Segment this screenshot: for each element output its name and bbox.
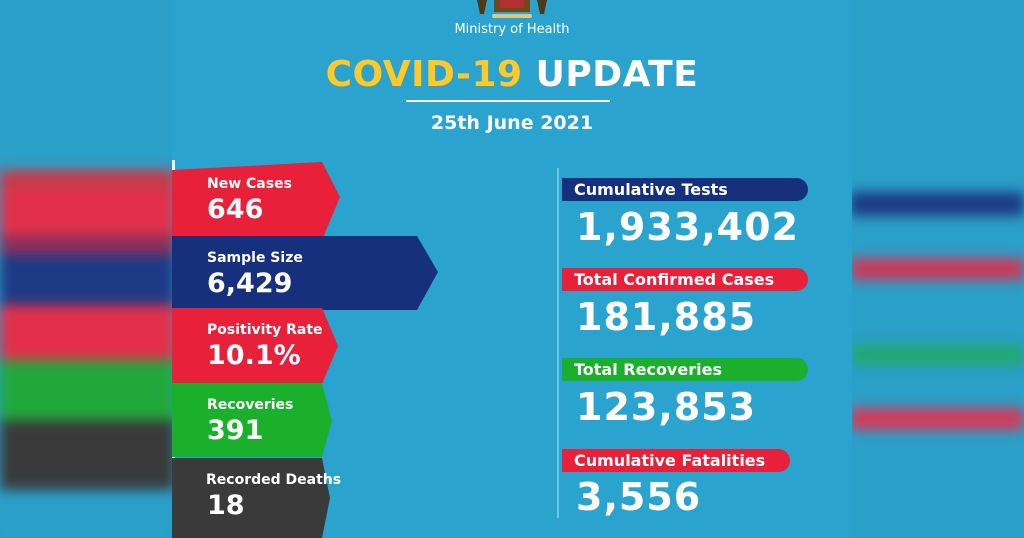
tile-new-cases: New Cases 646 (172, 162, 347, 240)
tile-value: 18 (207, 490, 245, 521)
tile-value: 646 (207, 194, 264, 225)
label-total-recoveries: Total Recoveries (562, 358, 808, 381)
label-cumulative-tests: Cumulative Tests (562, 178, 808, 201)
title-underline (406, 100, 610, 102)
page-title: COVID-19 UPDATE (172, 54, 852, 95)
update-date: 25th June 2021 (430, 112, 594, 134)
tile-sample-size: Sample Size 6,429 (172, 236, 442, 314)
tile-label: Positivity Rate (207, 322, 323, 338)
tile-label: Recorded Deaths (206, 472, 342, 488)
value-total-recoveries: 123,853 (576, 385, 757, 429)
title-covid: COVID-19 (325, 54, 523, 95)
label-total-confirmed-cases: Total Confirmed Cases (562, 268, 808, 291)
value-total-confirmed-cases: 181,885 (576, 295, 757, 339)
value-cumulative-fatalities: 3,556 (576, 475, 702, 519)
blurred-backdrop-left (0, 0, 175, 538)
value-cumulative-tests: 1,933,402 (576, 205, 799, 249)
tile-value: 391 (207, 415, 264, 446)
tile-label: Recoveries (207, 397, 294, 413)
tile-value: 10.1% (207, 340, 301, 371)
tile-label: Sample Size (207, 250, 303, 266)
tile-label: New Cases (207, 176, 292, 192)
tile-recoveries: Recoveries 391 (172, 383, 347, 461)
right-divider (557, 168, 559, 518)
tile-value: 6,429 (207, 268, 293, 299)
covid-update-poster: Ministry of Health COVID-19 UPDATE 25th … (172, 0, 852, 538)
ministry-name: Ministry of Health (454, 22, 570, 37)
blurred-backdrop-right (850, 0, 1024, 538)
label-cumulative-fatalities: Cumulative Fatalities (562, 449, 790, 472)
tile-positivity-rate: Positivity Rate 10.1% (172, 308, 347, 386)
title-update: UPDATE (535, 54, 699, 95)
tile-recorded-deaths: Recorded Deaths 18 (172, 458, 347, 538)
coat-of-arms-emblem (472, 0, 552, 20)
